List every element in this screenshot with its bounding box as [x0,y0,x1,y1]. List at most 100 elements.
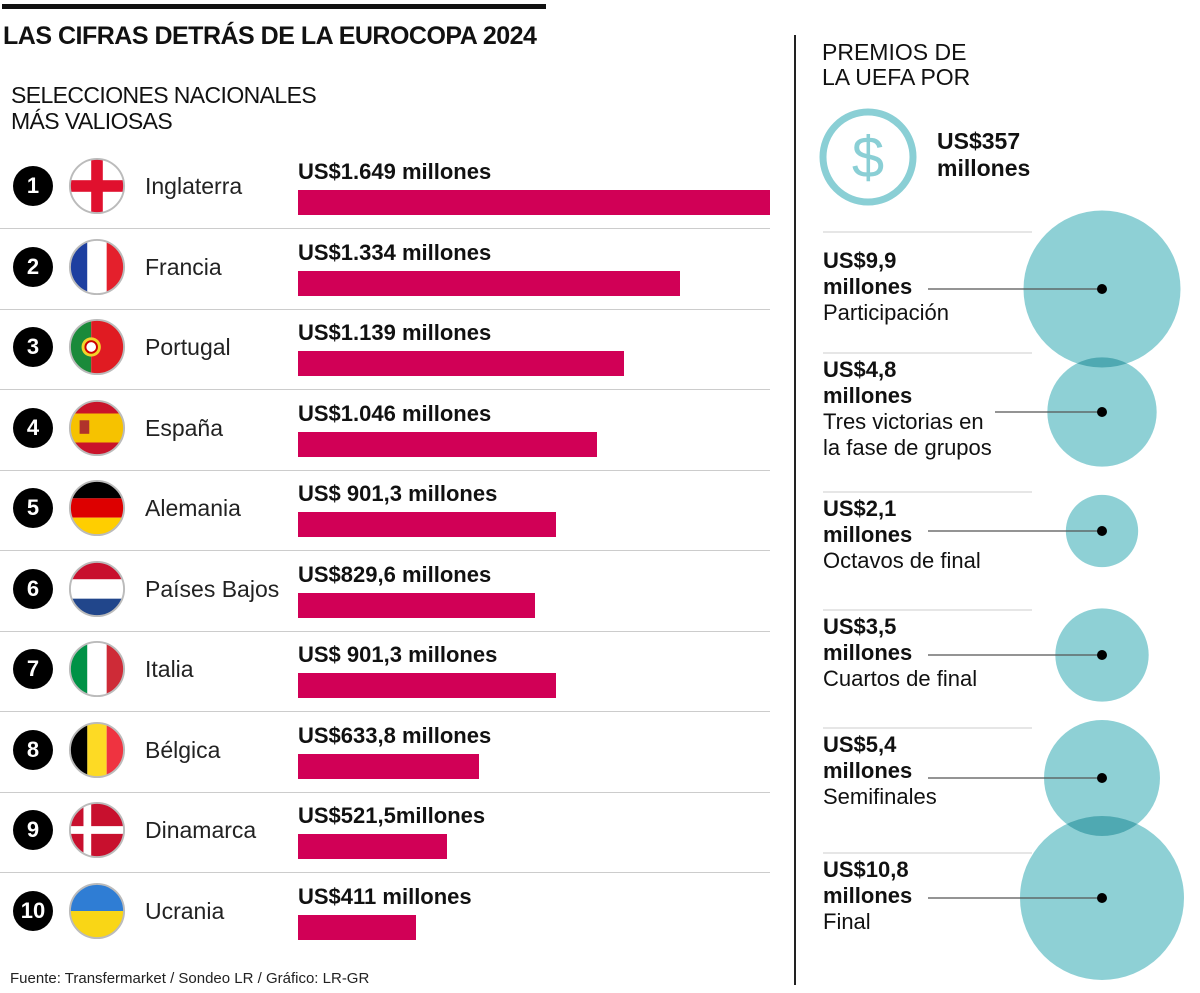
flag-germany-icon [68,479,126,537]
left-subtitle: SELECCIONES NACIONALES MÁS VALIOSAS [11,82,317,134]
rank-badge: 1 [13,166,53,206]
prize-amount: US$9,9 [823,248,897,273]
prize-label: US$2,1 millones Octavos de final [823,496,981,574]
bubble-center-dot [1097,526,1107,536]
bubble-center-dot [1097,773,1107,783]
country-name: Francia [145,253,222,280]
row-divider [0,711,770,712]
value-bar [298,190,770,215]
prize-unit: millones [823,383,913,408]
flag-portugal-icon [68,318,126,376]
ranking-row: 9 Dinamarca US$521,5millones [0,790,770,870]
prize-amount: US$3,5 [823,614,897,639]
value-bar [298,592,536,618]
flag-ukraine-icon [68,882,126,939]
bubble-center-dot [1097,284,1107,294]
row-divider [0,791,770,793]
total-unit: millones [937,155,1031,181]
prize-amount: US$2,1 [823,496,897,521]
value-label: US$1.649 millones [298,159,492,184]
prize-description: Octavos de final [823,548,981,573]
value-label: US$ 901,3 millones [298,642,498,667]
row-divider [0,228,770,229]
ranking-row: 4 España US$1.046 millones [0,388,770,468]
prize-label: US$5,4 millones Semifinales [823,732,937,810]
flag-belgium-icon [68,721,126,778]
rank-badge: 2 [13,246,53,287]
value-label: US$521,5millones [298,803,486,828]
ranking-row: 5 Alemania US$ 901,3 millones [0,468,770,548]
value-bar [298,753,480,779]
rank-badge: 9 [13,810,53,850]
country-name: Inglaterra [145,173,243,199]
country-name: Dinamarca [145,817,257,843]
total-amount: US$357 [937,128,1021,154]
prize-amount: US$5,4 [823,732,897,757]
rank-badge: 6 [13,568,53,609]
flag-denmark-icon [68,801,126,859]
bubble-center-dot [1097,893,1107,903]
value-label: US$411 millones [298,883,472,909]
row-divider [0,469,770,471]
ranking-row: 2 Francia US$1.334 millones [0,227,770,307]
source-note: Fuente: Transfermarket / Sondeo LR / Grá… [10,970,370,987]
ranking-row: 8 Bélgica US$633,8 millones [0,710,770,790]
prize-label: US$4,8 millones Tres victorias en la fase … [823,357,992,461]
ranking-row: 1 Inglaterra US$1.649 millones [0,146,770,226]
prize-label: US$3,5 millones Cuartos de final [823,614,977,692]
bubble-center-dot [1097,650,1107,660]
prize-description: Tres victorias en [823,409,984,434]
ranking-row: 6 Países Bajos US$829,6 millones [0,549,770,629]
rank-badge: 4 [13,407,53,448]
flag-italy-icon [68,640,126,698]
value-bar [298,431,598,457]
country-name: Alemania [145,495,241,521]
total-prize: US$357 millones [937,128,1030,182]
row-divider [0,630,770,632]
prize-description: Participación [823,300,949,325]
flag-netherlands-icon [68,560,126,617]
value-label: US$ 901,3 millones [298,481,498,506]
rank-badge: 10 [13,890,53,931]
country-name: Ucrania [145,897,225,924]
prize-amount: US$10,8 [823,857,909,882]
country-name: Portugal [145,334,231,360]
country-name: España [145,414,224,441]
prize-description: Cuartos de final [823,666,978,691]
value-bar [298,673,556,698]
top-rule [2,4,546,9]
value-label: US$829,6 millones [298,561,492,587]
value-label: US$1.139 millones [298,320,492,345]
right-title-line: PREMIOS DE [822,39,967,65]
value-label: US$633,8 millones [298,722,492,748]
prize-amount: US$4,8 [823,357,897,382]
right-title-line: LA UEFA POR [822,64,971,90]
dollar-icon: $ [819,108,917,206]
column-divider [794,35,796,985]
prize-unit: millones [823,883,913,908]
country-name: Italia [145,656,194,682]
row-divider [0,389,770,390]
page-title: LAS CIFRAS DETRÁS DE LA EUROCOPA 2024 [3,22,537,50]
prize-unit: millones [823,758,913,783]
country-name: Países Bajos [145,575,280,602]
row-divider [0,872,770,873]
rank-badge: 7 [13,649,53,689]
subtitle-line: MÁS VALIOSAS [11,108,173,134]
rank-badge: 5 [13,488,53,528]
prize-unit: millones [823,522,913,547]
value-bar [298,270,680,296]
bubble-center-dot [1097,407,1107,417]
prize-description: Final [823,909,871,934]
subtitle-line: SELECCIONES NACIONALES [11,82,317,108]
flag-england-icon [68,157,126,215]
svg-text:$: $ [852,125,884,190]
ranking-row: 3 Portugal US$1.139 millones [0,307,770,387]
ranking-row: 7 Italia US$ 901,3 millones [0,629,770,709]
value-bar [298,834,448,859]
prize-label: US$10,8 millones Final [823,857,912,935]
value-bar [298,351,625,376]
row-divider [0,308,770,310]
